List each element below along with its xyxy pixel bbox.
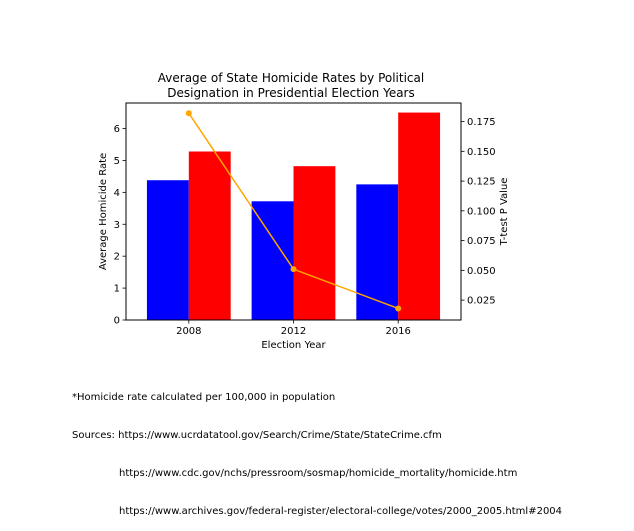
y-tick-label: 2 — [114, 252, 120, 263]
y-tick-label: 5 — [114, 156, 120, 167]
p-value-point — [290, 266, 297, 273]
bars — [146, 112, 441, 320]
bar — [188, 151, 231, 320]
p-value-point — [185, 110, 192, 117]
y-tick-label: 6 — [114, 124, 120, 135]
y-axis-label: Average Homicide Rate — [98, 153, 109, 270]
chart-title-line: Average of State Homicide Rates by Polit… — [158, 71, 424, 85]
footnote-homicide-rate: *Homicide rate calculated per 100,000 in… — [72, 392, 336, 404]
bar — [356, 184, 399, 320]
bar — [293, 166, 336, 320]
x-tick-label: 2012 — [281, 326, 306, 337]
y2-axis-label: T-test P Value — [499, 178, 510, 247]
x-axis: 2008 2012 2016 — [176, 320, 411, 337]
y2-tick-label: 0.100 — [467, 206, 496, 217]
y2-tick-label: 0.125 — [467, 177, 496, 188]
y-tick-label: 1 — [114, 284, 120, 295]
y2-tick-label: 0.050 — [467, 266, 496, 277]
footnotes: *Homicide rate calculated per 100,000 in… — [72, 367, 562, 531]
chart: Average of State Homicide Rates by Polit… — [98, 71, 510, 351]
chart-title: Average of State Homicide Rates by Polit… — [158, 71, 424, 100]
x-axis-label: Election Year — [261, 340, 326, 351]
bar — [146, 180, 189, 320]
x-tick-label: 2016 — [385, 326, 410, 337]
x-tick-label: 2008 — [176, 326, 201, 337]
y-axis-right: 0.025 0.050 0.075 0.100 0.125 0.150 0.175 — [461, 117, 496, 307]
footnote-source-archives: https://www.archives.gov/federal-registe… — [119, 505, 563, 517]
chart-title-line: Designation in Presidential Election Yea… — [167, 86, 415, 100]
y-axis-left: 0 1 2 3 4 5 6 — [114, 124, 126, 327]
p-value-point — [395, 305, 402, 312]
y2-tick-label: 0.175 — [467, 117, 496, 128]
footnote-source-ucr: Sources: https://www.ucrdatatool.gov/Sea… — [72, 429, 442, 441]
y2-tick-label: 0.025 — [467, 296, 496, 307]
footnote-source-cdc: https://www.cdc.gov/nchs/pressroom/sosma… — [119, 467, 518, 479]
y-tick-label: 3 — [114, 220, 120, 231]
y-tick-label: 0 — [114, 316, 120, 327]
y2-tick-label: 0.150 — [467, 147, 496, 158]
y2-tick-label: 0.075 — [467, 236, 496, 247]
bar — [251, 201, 294, 320]
bar — [398, 112, 441, 320]
p-value-line — [185, 110, 402, 312]
y-tick-label: 4 — [114, 188, 120, 199]
